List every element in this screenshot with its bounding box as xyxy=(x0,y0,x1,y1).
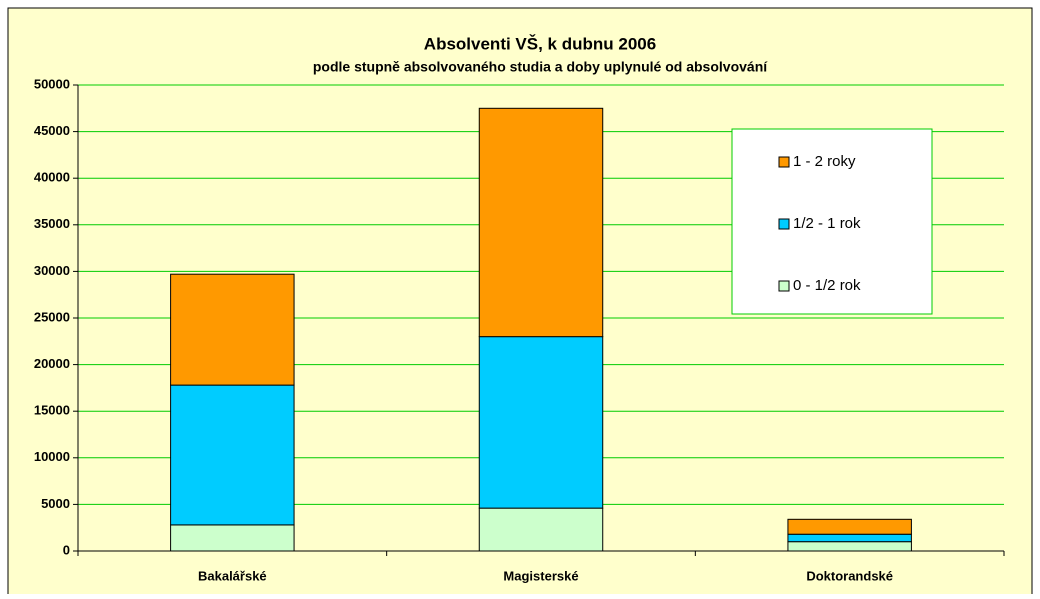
bar-segment xyxy=(787,533,912,543)
y-tick-label: 35000 xyxy=(34,216,70,231)
y-tick-label: 15000 xyxy=(34,403,70,418)
y-tick-label: 40000 xyxy=(34,170,70,185)
y-tick-label: 30000 xyxy=(34,263,70,278)
legend-label: 0 - 1/2 rok xyxy=(793,277,861,294)
bar-segment xyxy=(787,518,912,535)
chart-subtitle: podle stupně absolvovaného studia a doby… xyxy=(313,59,768,75)
y-tick-label: 25000 xyxy=(34,309,70,324)
y-tick-label: 45000 xyxy=(34,123,70,138)
bar-segment xyxy=(478,507,604,552)
bar-segment xyxy=(787,541,912,552)
x-tick-label: Bakalářské xyxy=(198,568,267,583)
bar-segment xyxy=(478,336,604,509)
legend-swatch xyxy=(778,218,790,230)
legend-swatch xyxy=(778,156,790,168)
legend-label: 1/2 - 1 rok xyxy=(793,215,861,232)
x-tick-label: Magisterské xyxy=(503,568,578,583)
y-tick-label: 20000 xyxy=(34,356,70,371)
legend-label: 1 - 2 roky xyxy=(793,153,856,170)
y-tick-label: 0 xyxy=(63,542,70,557)
y-tick-label: 5000 xyxy=(41,496,70,511)
y-tick-label: 50000 xyxy=(34,76,70,91)
legend-swatch xyxy=(778,280,790,292)
y-tick-label: 10000 xyxy=(34,449,70,464)
bar-segment xyxy=(478,107,604,338)
chart-title: Absolventi VŠ, k dubnu 2006 xyxy=(424,34,656,53)
x-tick-label: Doktorandské xyxy=(806,568,893,583)
bar-segment xyxy=(170,524,295,552)
legend-box xyxy=(731,128,933,315)
bar-segment xyxy=(170,273,295,386)
bar-segment xyxy=(170,384,295,526)
